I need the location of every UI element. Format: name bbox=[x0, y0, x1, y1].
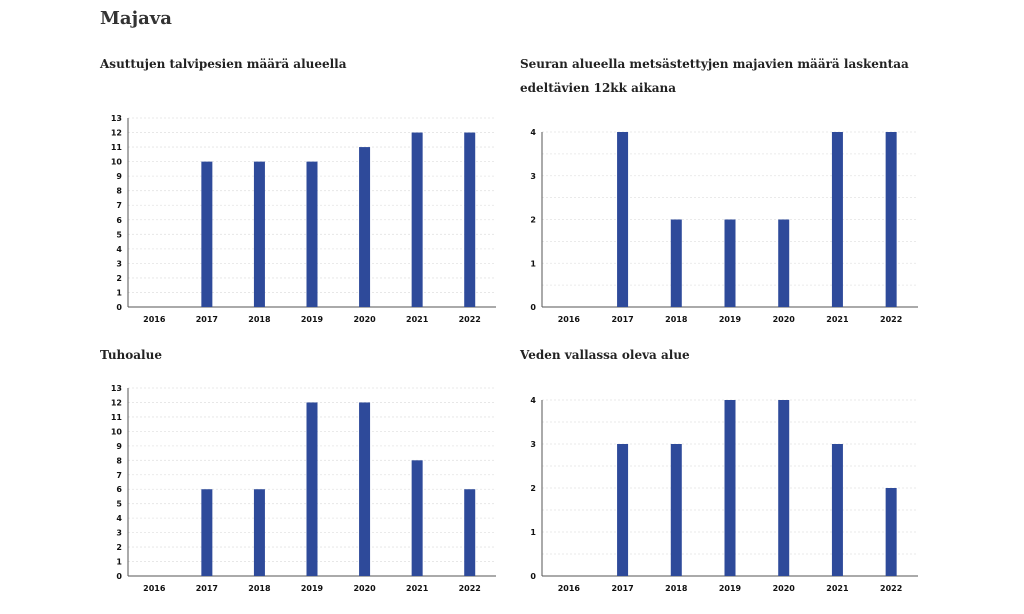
x-tick-label: 2019 bbox=[301, 315, 324, 324]
y-tick-label: 10 bbox=[111, 427, 123, 436]
x-tick-label: 2020 bbox=[353, 584, 376, 593]
y-tick-label: 11 bbox=[111, 143, 123, 152]
x-tick-label: 2019 bbox=[719, 584, 742, 593]
bar-2018 bbox=[253, 161, 265, 307]
y-tick-label: 6 bbox=[116, 216, 122, 225]
y-tick-label: 2 bbox=[530, 484, 536, 493]
y-tick-label: 13 bbox=[111, 114, 122, 123]
bar-2021 bbox=[411, 132, 423, 307]
y-tick-label: 1 bbox=[116, 288, 122, 297]
y-tick-label: 3 bbox=[530, 172, 536, 181]
y-tick-label: 12 bbox=[111, 129, 122, 138]
x-tick-label: 2018 bbox=[665, 315, 688, 324]
y-tick-label: 7 bbox=[116, 471, 122, 480]
y-tick-label: 1 bbox=[530, 259, 536, 268]
bar-2019 bbox=[724, 219, 736, 307]
y-tick-label: 2 bbox=[530, 216, 536, 225]
bar-2020 bbox=[778, 219, 790, 307]
x-tick-label: 2020 bbox=[353, 315, 376, 324]
y-tick-label: 10 bbox=[111, 158, 123, 167]
x-tick-label: 2017 bbox=[196, 584, 218, 593]
x-tick-label: 2022 bbox=[459, 584, 481, 593]
chart-title-4: Veden vallassa oleva alue bbox=[520, 348, 690, 362]
page-title: Majava bbox=[100, 8, 172, 29]
bar-2017 bbox=[617, 132, 629, 307]
bar-2018 bbox=[670, 444, 682, 576]
x-tick-label: 2018 bbox=[248, 315, 271, 324]
bar-2019 bbox=[724, 400, 736, 576]
x-tick-label: 2016 bbox=[558, 584, 581, 593]
chart-title-2: Seuran alueella metsästettyjen majavien … bbox=[520, 57, 909, 95]
y-tick-label: 13 bbox=[111, 384, 122, 393]
y-tick-label: 3 bbox=[530, 440, 536, 449]
bar-2018 bbox=[253, 489, 265, 576]
bar-2019 bbox=[306, 161, 318, 307]
y-tick-label: 4 bbox=[530, 128, 536, 137]
y-tick-label: 11 bbox=[111, 413, 123, 422]
bar-2017 bbox=[201, 489, 213, 576]
y-tick-label: 0 bbox=[530, 303, 536, 312]
y-tick-label: 5 bbox=[116, 230, 122, 239]
y-tick-label: 1 bbox=[116, 558, 122, 567]
y-tick-label: 4 bbox=[530, 396, 536, 405]
y-tick-label: 6 bbox=[116, 485, 122, 494]
bar-2021 bbox=[831, 132, 843, 307]
y-tick-label: 7 bbox=[116, 201, 122, 210]
x-tick-label: 2016 bbox=[558, 315, 581, 324]
bar-2021 bbox=[831, 444, 843, 576]
bar-2021 bbox=[411, 460, 423, 576]
y-tick-label: 0 bbox=[530, 572, 536, 581]
y-tick-label: 12 bbox=[111, 398, 122, 407]
x-tick-label: 2019 bbox=[719, 315, 742, 324]
x-tick-label: 2022 bbox=[459, 315, 481, 324]
bar-2022 bbox=[464, 132, 476, 307]
chart-title-3: Tuhoalue bbox=[100, 348, 162, 362]
y-tick-label: 4 bbox=[116, 245, 122, 254]
bar-2022 bbox=[885, 132, 897, 307]
bar-2017 bbox=[617, 444, 629, 576]
x-tick-label: 2020 bbox=[773, 315, 796, 324]
y-tick-label: 3 bbox=[116, 529, 122, 538]
x-tick-label: 2021 bbox=[826, 584, 849, 593]
y-tick-label: 8 bbox=[116, 187, 122, 196]
y-tick-label: 2 bbox=[116, 274, 122, 283]
chart-title-1: Asuttujen talvipesien määrä alueella bbox=[100, 57, 347, 71]
x-tick-label: 2017 bbox=[611, 584, 633, 593]
y-tick-label: 1 bbox=[530, 528, 536, 537]
x-tick-label: 2021 bbox=[826, 315, 849, 324]
x-tick-label: 2017 bbox=[196, 315, 218, 324]
bar-2019 bbox=[306, 402, 318, 576]
y-tick-label: 9 bbox=[116, 442, 122, 451]
bar-2020 bbox=[778, 400, 790, 576]
bar-2020 bbox=[359, 147, 371, 307]
chart-metsastetyt-majavat: 0 1 2 3 4 2016 2017 2018 2019 2020 2021 2022 bbox=[530, 128, 918, 324]
x-tick-label: 2019 bbox=[301, 584, 324, 593]
x-tick-label: 2018 bbox=[248, 584, 271, 593]
x-tick-label: 2020 bbox=[773, 584, 796, 593]
y-tick-label: 4 bbox=[116, 514, 122, 523]
x-tick-label: 2016 bbox=[143, 584, 166, 593]
x-tick-label: 2021 bbox=[406, 315, 429, 324]
bar-2018 bbox=[670, 219, 682, 307]
bar-2022 bbox=[464, 489, 476, 576]
x-tick-label: 2022 bbox=[880, 584, 902, 593]
bar-2017 bbox=[201, 161, 213, 307]
y-tick-label: 8 bbox=[116, 456, 122, 465]
y-tick-label: 3 bbox=[116, 259, 122, 268]
x-tick-label: 2021 bbox=[406, 584, 429, 593]
y-tick-label: 5 bbox=[116, 500, 122, 509]
x-tick-label: 2016 bbox=[143, 315, 166, 324]
y-tick-label: 0 bbox=[116, 303, 122, 312]
y-tick-label: 9 bbox=[116, 172, 122, 181]
x-tick-label: 2017 bbox=[611, 315, 633, 324]
x-tick-label: 2018 bbox=[665, 584, 688, 593]
bar-2020 bbox=[359, 402, 371, 576]
y-tick-label: 0 bbox=[116, 572, 122, 581]
x-tick-label: 2022 bbox=[880, 315, 902, 324]
bar-2022 bbox=[885, 488, 897, 576]
chart-veden-vallassa: 0 1 2 3 4 2016 2017 2018 2019 2020 2021 2022 bbox=[530, 396, 918, 593]
y-tick-label: 2 bbox=[116, 543, 122, 552]
